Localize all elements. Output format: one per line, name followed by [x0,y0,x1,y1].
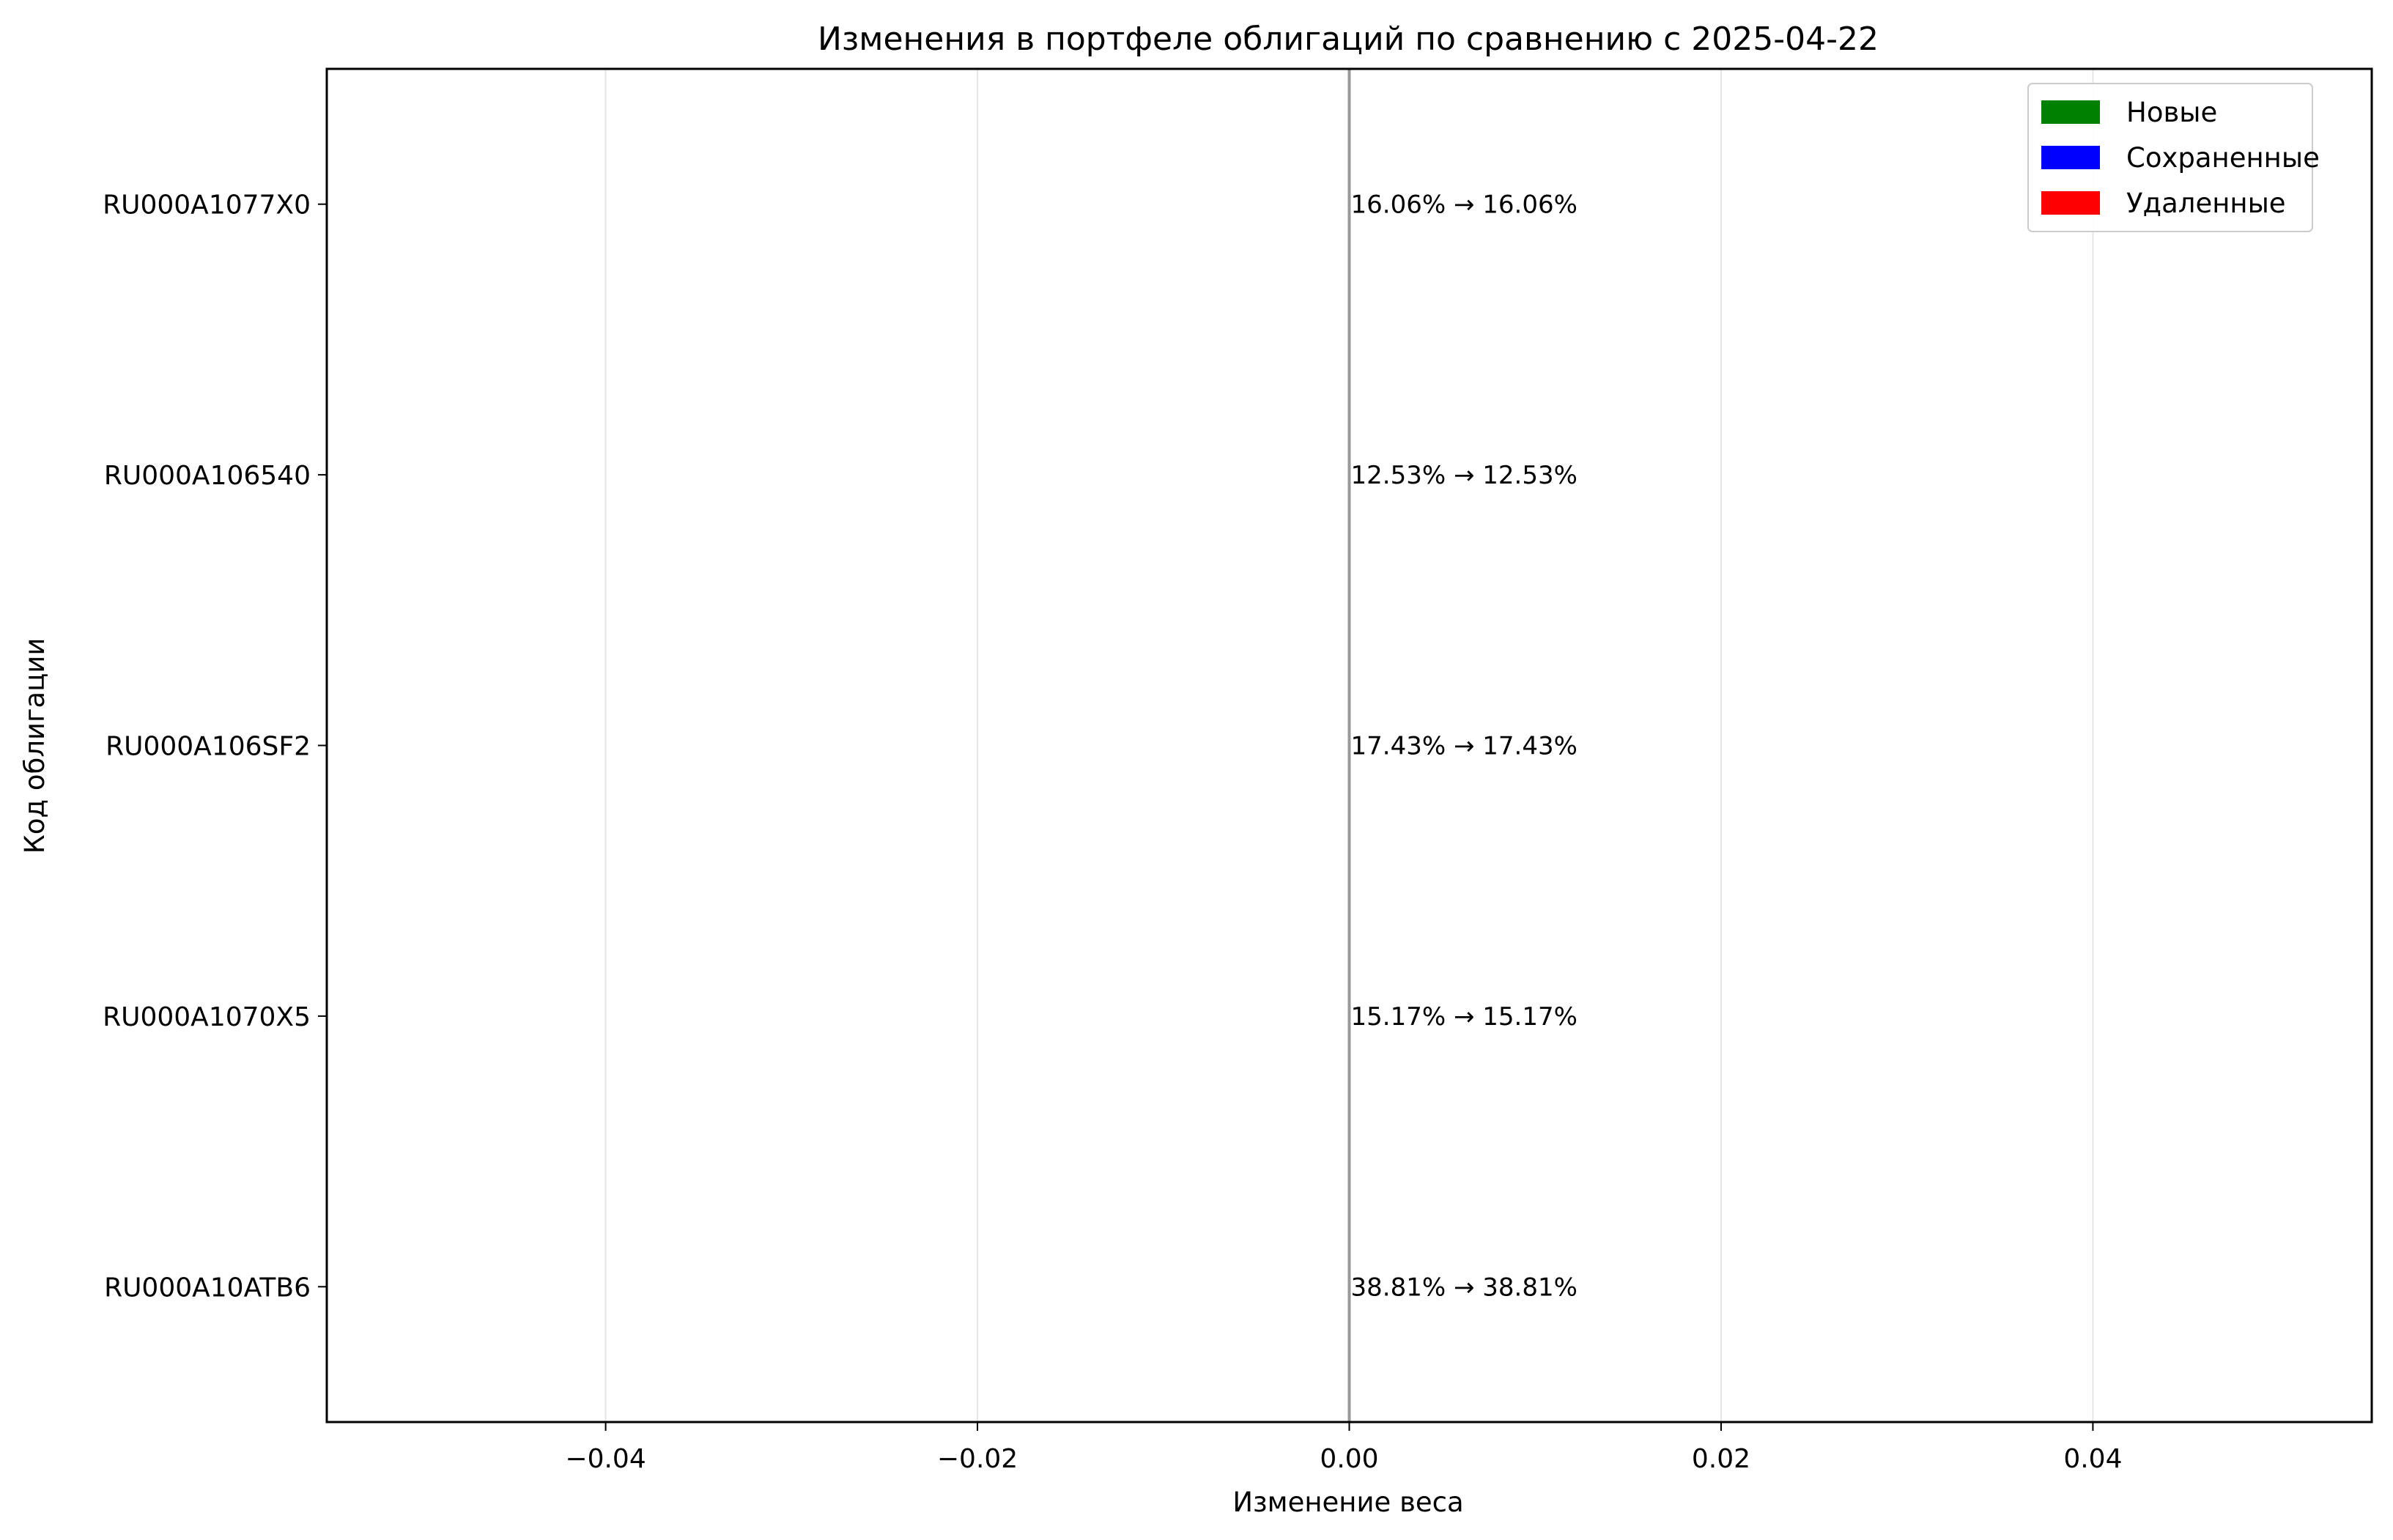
legend-swatch [2041,146,2100,169]
x-tick-label: 0.00 [1320,1444,1378,1474]
data-label: 38.81% → 38.81% [1351,1273,1578,1302]
y-tick-label: RU000A1070X5 [103,1002,311,1032]
y-tick-label: RU000A10ATB6 [104,1273,311,1303]
legend-swatch [2041,100,2100,124]
x-tick-label: −0.02 [937,1444,1018,1474]
x-axis-label: Изменение веса [1232,1487,1463,1518]
data-label: 12.53% → 12.53% [1351,461,1578,490]
legend: Новые Сохраненные Удаленные [2027,83,2320,232]
data-labels: 16.06% → 16.06% 12.53% → 12.53% 17.43% → 1… [1351,190,1578,1303]
legend-label: Удаленные [2126,188,2286,219]
y-tick-label: RU000A1077X0 [103,190,311,221]
x-tick-label: 0.02 [1692,1444,1750,1474]
legend-swatch [2041,191,2100,215]
y-tick-label: RU000A106SF2 [106,732,311,762]
x-tick-label: 0.04 [2063,1444,2122,1474]
data-label: 16.06% → 16.06% [1351,190,1578,220]
y-axis: RU000A1077X0 RU000A106540 RU000A106SF2 RU00… [103,190,327,1303]
y-axis-label: Код облигации [19,638,51,854]
legend-label: Новые [2126,97,2217,128]
chart-title: Изменения в портфеле облигаций по сравне… [818,21,1879,58]
data-label: 15.17% → 15.17% [1351,1002,1578,1032]
data-label: 17.43% → 17.43% [1351,732,1578,761]
x-tick-label: −0.04 [565,1444,646,1474]
legend-label: Сохраненные [2126,142,2320,174]
y-tick-label: RU000A106540 [104,461,311,491]
x-axis: −0.04 −0.02 0.00 0.02 0.04 [565,1422,2122,1474]
